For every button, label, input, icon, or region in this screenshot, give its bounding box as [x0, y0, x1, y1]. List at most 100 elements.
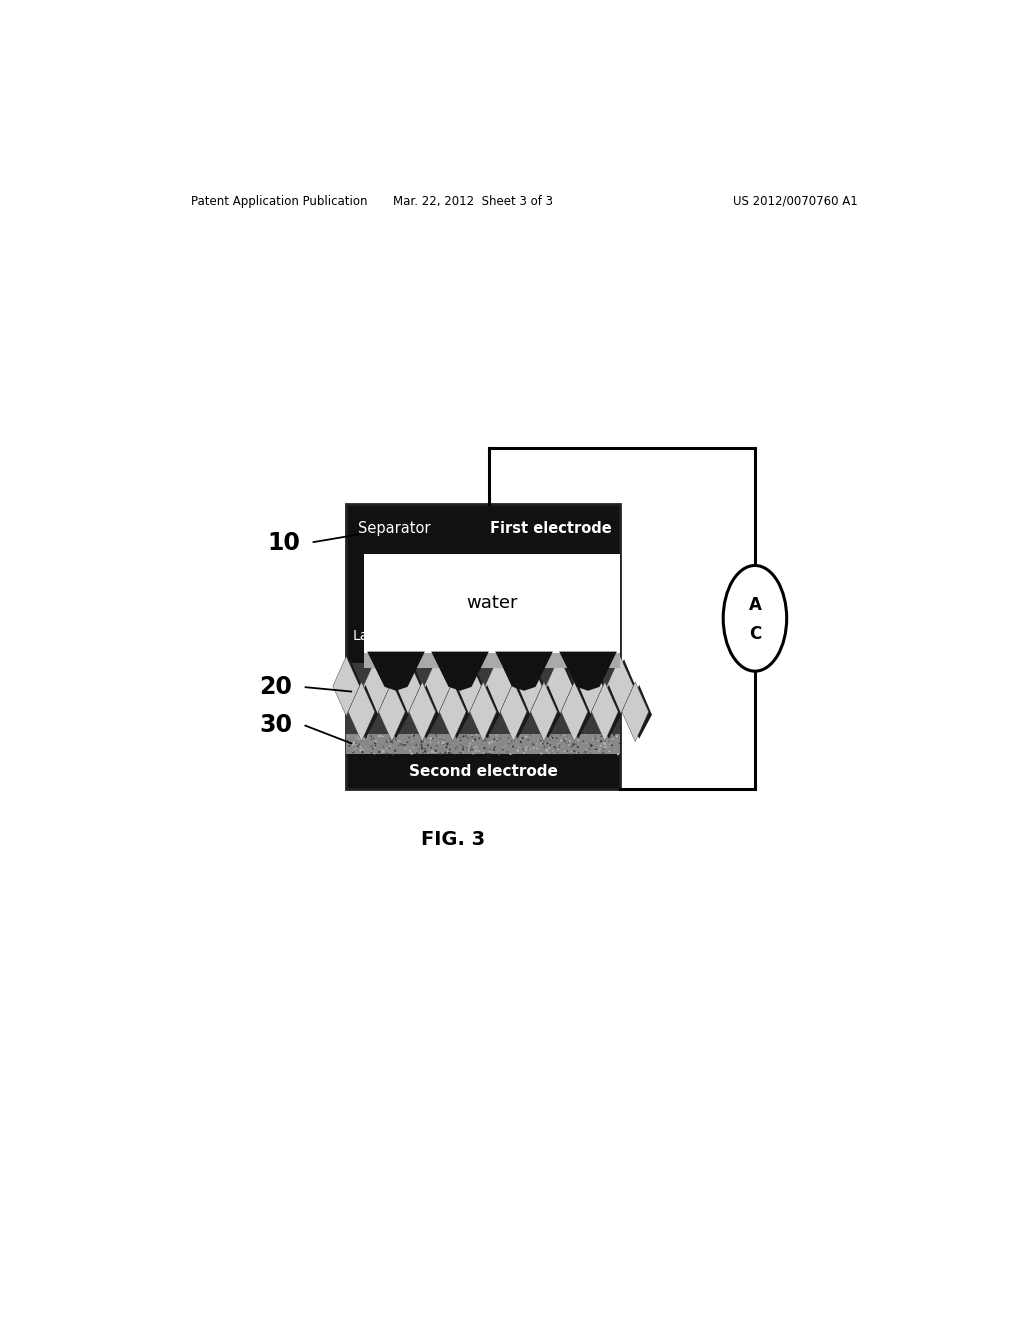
- Point: [525, 738, 542, 759]
- Point: [522, 725, 539, 746]
- Point: [388, 729, 404, 750]
- Polygon shape: [565, 685, 591, 739]
- Point: [567, 734, 584, 755]
- Polygon shape: [536, 685, 561, 739]
- Polygon shape: [561, 682, 588, 742]
- Point: [563, 742, 580, 763]
- Point: [348, 726, 365, 747]
- Point: [558, 727, 574, 748]
- Point: [504, 727, 520, 748]
- Point: [562, 744, 579, 766]
- Point: [467, 729, 483, 750]
- Point: [535, 733, 551, 754]
- Point: [464, 737, 480, 758]
- Bar: [346, 664, 620, 734]
- Point: [583, 743, 599, 764]
- Point: [608, 739, 625, 760]
- Point: [516, 743, 532, 764]
- Point: [464, 737, 480, 758]
- Point: [518, 739, 535, 760]
- Point: [352, 737, 369, 758]
- Point: [420, 727, 436, 748]
- Point: [413, 734, 429, 755]
- Point: [503, 743, 519, 764]
- Point: [379, 743, 395, 764]
- Point: [441, 739, 458, 760]
- Point: [453, 730, 469, 751]
- Point: [538, 726, 554, 747]
- Point: [403, 743, 420, 764]
- Point: [544, 726, 560, 747]
- Point: [455, 742, 471, 763]
- Point: [447, 738, 464, 759]
- Point: [432, 727, 449, 748]
- Polygon shape: [338, 659, 362, 713]
- Point: [529, 730, 546, 751]
- Point: [460, 727, 476, 748]
- Point: [541, 742, 557, 763]
- Point: [394, 726, 411, 747]
- Point: [403, 739, 420, 760]
- Point: [575, 731, 592, 752]
- Point: [414, 734, 430, 755]
- Point: [440, 731, 457, 752]
- Point: [565, 727, 582, 748]
- Point: [481, 742, 498, 763]
- Polygon shape: [611, 659, 637, 713]
- Point: [562, 730, 579, 751]
- Point: [378, 738, 394, 759]
- Point: [467, 741, 483, 762]
- Point: [481, 734, 498, 755]
- Point: [485, 739, 502, 760]
- Point: [588, 739, 604, 760]
- Point: [356, 725, 373, 746]
- Point: [552, 725, 568, 746]
- Point: [475, 726, 492, 747]
- Point: [409, 734, 425, 755]
- Point: [586, 739, 602, 760]
- Point: [592, 735, 608, 756]
- Point: [490, 744, 507, 766]
- Point: [454, 743, 470, 764]
- Point: [549, 727, 565, 748]
- Point: [423, 727, 439, 748]
- Point: [471, 727, 487, 748]
- Point: [463, 739, 479, 760]
- Point: [350, 726, 367, 747]
- Point: [391, 735, 408, 756]
- Polygon shape: [485, 656, 512, 715]
- Point: [565, 726, 582, 747]
- Point: [340, 734, 356, 755]
- Point: [560, 734, 577, 755]
- Point: [367, 743, 383, 764]
- Ellipse shape: [723, 565, 786, 671]
- Polygon shape: [577, 656, 603, 715]
- Point: [578, 742, 594, 763]
- Polygon shape: [398, 659, 424, 713]
- Point: [486, 729, 503, 750]
- Point: [521, 738, 538, 759]
- Point: [430, 733, 446, 754]
- Point: [462, 739, 478, 760]
- Point: [349, 727, 366, 748]
- Polygon shape: [474, 685, 500, 739]
- Point: [432, 743, 449, 764]
- Point: [367, 738, 383, 759]
- Point: [379, 743, 395, 764]
- Point: [475, 725, 492, 746]
- Point: [539, 741, 555, 762]
- Point: [413, 739, 429, 760]
- Point: [481, 743, 498, 764]
- Polygon shape: [606, 656, 634, 715]
- Point: [584, 735, 600, 756]
- Point: [340, 726, 356, 747]
- Point: [364, 726, 380, 747]
- Point: [397, 738, 414, 759]
- Point: [353, 727, 370, 748]
- Point: [350, 735, 367, 756]
- Polygon shape: [393, 656, 421, 715]
- Point: [425, 729, 441, 750]
- Point: [602, 734, 618, 755]
- Point: [351, 734, 368, 755]
- Point: [487, 729, 504, 750]
